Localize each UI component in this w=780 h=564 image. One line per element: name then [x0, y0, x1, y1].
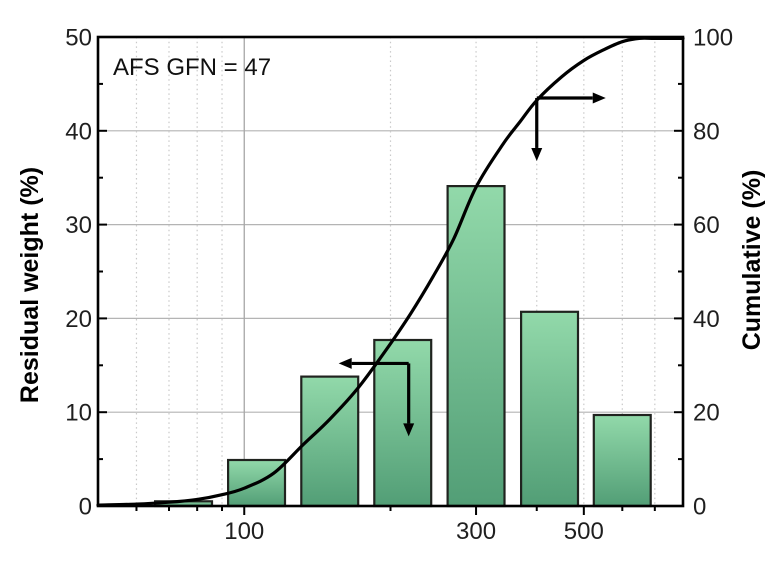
x-tick-label: 100 [224, 518, 264, 545]
right-tick-label: 80 [693, 118, 720, 145]
annotation-afs-gfn: AFS GFN = 47 [113, 54, 271, 81]
pointer-arrowhead-down [403, 423, 415, 437]
right-tick-label: 20 [693, 400, 720, 427]
left-tick-label: 30 [65, 212, 92, 239]
histogram-bar [592, 413, 652, 508]
pointer-arrowhead-right [592, 92, 606, 104]
pointer-arrows [338, 92, 606, 437]
right-tick-label: 0 [693, 494, 706, 521]
right-tick-label: 60 [693, 212, 720, 239]
x-tick-label: 500 [564, 518, 604, 545]
pointer-arrowhead-down [531, 147, 543, 161]
cumulative-curve-layer [96, 36, 685, 507]
cumulative-curve [96, 36, 685, 507]
right-tick-label: 100 [693, 25, 733, 52]
right-axis-title: Cumulative (%) [738, 170, 766, 351]
histogram-bar [446, 185, 506, 508]
left-tick-label: 10 [65, 400, 92, 427]
left-axis-title: Residual weight (%) [16, 167, 44, 403]
axis-ticks [98, 36, 683, 515]
left-tick-label: 50 [65, 25, 92, 52]
histogram-bars [154, 185, 652, 508]
histogram-bar [519, 310, 580, 508]
left-tick-label: 0 [79, 494, 92, 521]
pointer-arrowhead-left [338, 357, 352, 369]
right-tick-label: 40 [693, 306, 720, 333]
x-tick-label: 300 [456, 518, 496, 545]
left-tick-label: 20 [65, 306, 92, 333]
left-tick-label: 40 [65, 118, 92, 145]
